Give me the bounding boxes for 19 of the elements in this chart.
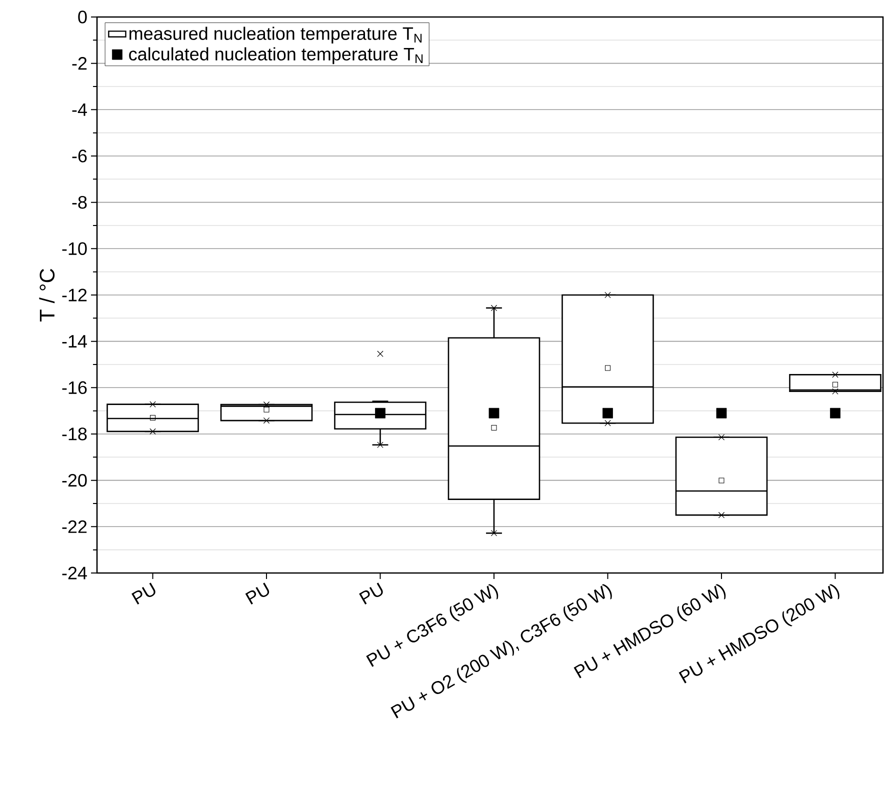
y-tick-label: -24 xyxy=(62,566,87,580)
y-tick-label: -4 xyxy=(72,103,87,116)
y-tick-label: -10 xyxy=(62,242,87,256)
y-tick-label: -8 xyxy=(72,196,87,209)
x-tick-label: PU xyxy=(245,582,270,604)
legend-label: measured nucleation temperature T$_{N}$ xyxy=(130,26,422,44)
y-tick-label: -12 xyxy=(62,288,87,302)
y-tick-label: -18 xyxy=(62,428,87,440)
y-tick-label: -22 xyxy=(62,520,87,533)
x-tick-label: PU xyxy=(359,582,383,604)
y-tick-label: -16 xyxy=(62,381,87,394)
x-tick-label: PU xyxy=(132,582,156,604)
y-tick-label: -14 xyxy=(62,335,87,348)
y-tick-label: -2 xyxy=(72,57,87,70)
y-tick-label: 0 xyxy=(78,10,87,24)
y-tick-label: -20 xyxy=(62,474,87,487)
legend-label: calculated nucleation temperature T$_{N}$ xyxy=(129,47,423,64)
y-axis-title: T / °C xyxy=(39,268,55,322)
y-tick-label: -6 xyxy=(72,150,87,162)
